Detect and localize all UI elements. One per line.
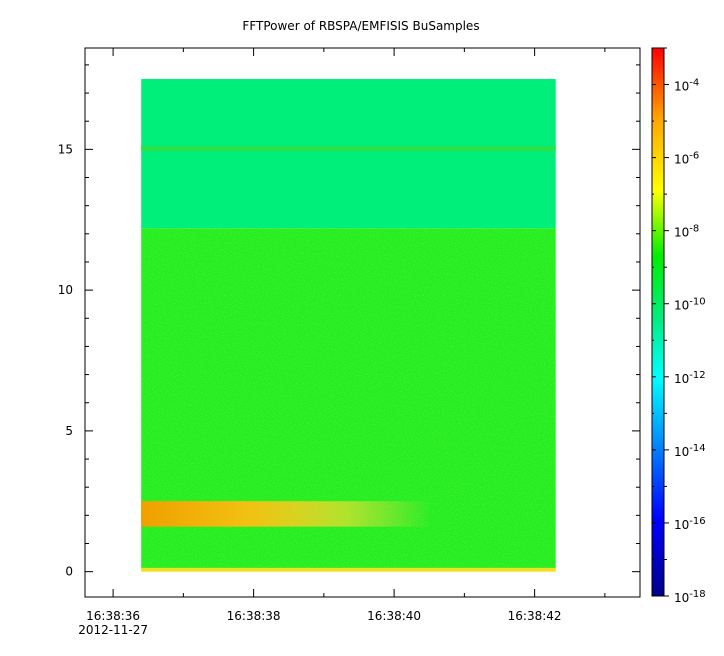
heatmap-band-overlay bbox=[141, 501, 556, 527]
heatmap-line-15 bbox=[141, 146, 556, 149]
heatmap-baseline bbox=[141, 567, 556, 571]
x-tick-label: 16:38:40 bbox=[367, 609, 421, 623]
heatmap-region-2 bbox=[141, 146, 556, 151]
heatmap-region-0 bbox=[141, 78, 556, 229]
spectrogram-image bbox=[141, 78, 556, 572]
y-tick-label: 15 bbox=[58, 142, 73, 156]
colorbar-tick-label: 10-10 bbox=[674, 297, 706, 313]
colorbar-tick-label: 10-12 bbox=[674, 370, 706, 386]
colorbar-tick-label: 10-16 bbox=[674, 516, 706, 532]
chart-title: FFTPower of RBSPA/EMFISIS BuSamples bbox=[242, 19, 479, 33]
x-tick-label: 16:38:38 bbox=[227, 609, 281, 623]
x-tick-label: 16:38:36 bbox=[86, 609, 140, 623]
colorbar-tick-label: 10-4 bbox=[674, 78, 699, 94]
colorbar bbox=[651, 47, 665, 597]
colorbar-tick-label: 10-18 bbox=[674, 589, 706, 605]
y-tick-label: 0 bbox=[65, 565, 73, 579]
x-tick-label: 16:38:42 bbox=[508, 609, 562, 623]
y-tick-label: 5 bbox=[65, 424, 73, 438]
y-axis: 0 5 10 15 bbox=[58, 64, 640, 579]
colorbar-axis: 10-18 10-16 10-14 10-12 10-10 10-8 10-6 10-4 bbox=[652, 47, 706, 605]
y-tick-label: 10 bbox=[58, 283, 73, 297]
x-tick-sublabel: 2012-11-27 bbox=[78, 623, 148, 637]
colorbar-tick-label: 10-14 bbox=[674, 443, 706, 459]
colorbar-tick-label: 10-8 bbox=[674, 224, 699, 240]
colorbar-tick-label: 10-6 bbox=[674, 151, 699, 167]
